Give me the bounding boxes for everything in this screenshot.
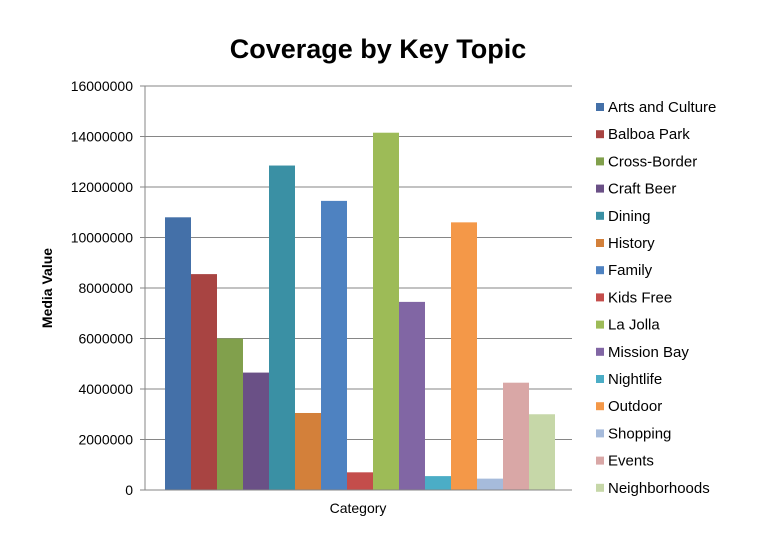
legend-swatch bbox=[596, 103, 604, 111]
legend-swatch bbox=[596, 130, 604, 139]
legend-swatch bbox=[596, 320, 604, 329]
legend-label: Kids Free bbox=[608, 289, 672, 306]
x-axis-label: Category bbox=[330, 500, 387, 516]
legend-label: Balboa Park bbox=[608, 126, 690, 143]
y-axis-label: Media Value bbox=[39, 248, 55, 328]
bar-kids-free bbox=[347, 472, 373, 490]
bar-events bbox=[503, 382, 529, 490]
legend-swatch bbox=[596, 402, 604, 411]
axes bbox=[144, 86, 572, 491]
y-tick-label: 14000000 bbox=[71, 129, 134, 145]
legend-label: La Jolla bbox=[608, 317, 660, 334]
bar-family bbox=[321, 200, 347, 490]
legend-swatch bbox=[596, 347, 604, 356]
bar-craft-beer bbox=[243, 372, 269, 490]
y-tick-label: 12000000 bbox=[71, 179, 134, 195]
bar-la-jolla bbox=[373, 132, 399, 490]
legend-swatch bbox=[596, 266, 604, 275]
legend-label: Shopping bbox=[608, 425, 671, 442]
y-tick-label: 6000000 bbox=[78, 331, 133, 347]
bar-mission-bay bbox=[399, 301, 425, 490]
legend-swatch bbox=[596, 157, 604, 166]
legend-swatch bbox=[596, 483, 604, 492]
legend-label: Dining bbox=[608, 208, 651, 225]
bar-dining bbox=[269, 165, 295, 490]
legend-swatch bbox=[596, 239, 604, 247]
legend-swatch bbox=[596, 293, 604, 302]
legend-swatch bbox=[596, 211, 604, 220]
bars bbox=[165, 132, 555, 491]
legend-swatch bbox=[596, 429, 604, 438]
legend: Arts and Culture Balboa Park Cross-Border C… bbox=[596, 99, 716, 497]
y-tick-label: 10000000 bbox=[71, 230, 134, 246]
bar-balboa-park bbox=[191, 274, 217, 490]
legend-label: Nightlife bbox=[608, 371, 662, 388]
legend-swatch bbox=[596, 375, 604, 383]
y-tick-label: 8000000 bbox=[78, 280, 133, 296]
bar-neighborhoods bbox=[529, 414, 555, 490]
bar-history bbox=[295, 412, 321, 490]
legend-swatch bbox=[596, 456, 604, 465]
y-tick-label: 2000000 bbox=[78, 432, 133, 448]
legend-label: History bbox=[608, 235, 655, 252]
bar-nightlife bbox=[425, 476, 451, 490]
chart-title: Coverage by Key Topic bbox=[230, 34, 527, 64]
legend-label: Cross-Border bbox=[608, 153, 697, 170]
legend-label: Outdoor bbox=[608, 398, 662, 415]
legend-label: Arts and Culture bbox=[608, 99, 716, 116]
legend-label: Neighborhoods bbox=[608, 480, 710, 497]
y-tick-labels: 0 2000000 4000000 6000000 8000000 10000000 120… bbox=[71, 78, 134, 498]
y-tick-label: 16000000 bbox=[71, 78, 134, 94]
bar-outdoor bbox=[451, 222, 477, 490]
bar-arts-and-culture bbox=[165, 217, 191, 491]
legend-label: Events bbox=[608, 453, 654, 470]
y-tick-label: 0 bbox=[125, 482, 133, 498]
y-tick-label: 4000000 bbox=[78, 381, 133, 397]
bar-cross-border bbox=[217, 338, 243, 490]
legend-swatch bbox=[596, 184, 604, 193]
legend-label: Family bbox=[608, 262, 653, 279]
legend-label: Craft Beer bbox=[608, 181, 676, 198]
bar-shopping bbox=[477, 478, 503, 490]
legend-label: Mission Bay bbox=[608, 344, 689, 361]
